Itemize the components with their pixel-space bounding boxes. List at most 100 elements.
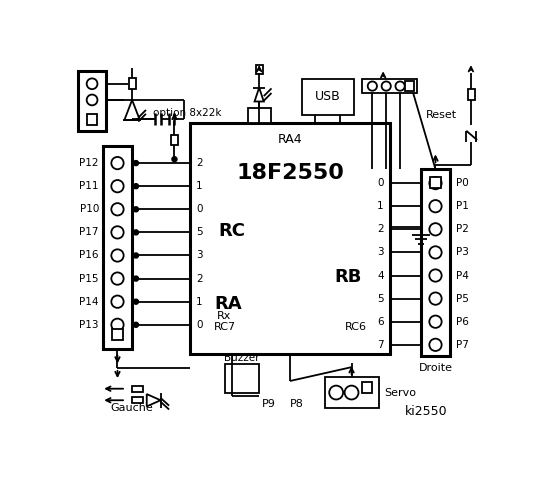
Circle shape — [429, 200, 442, 212]
Bar — [112, 329, 123, 340]
Text: Servo: Servo — [385, 387, 416, 397]
Text: 7: 7 — [377, 340, 384, 350]
Bar — [190, 123, 390, 354]
Text: RB: RB — [334, 268, 362, 286]
Circle shape — [134, 207, 138, 212]
Text: P2: P2 — [456, 224, 468, 234]
Circle shape — [429, 246, 442, 259]
Text: P3: P3 — [456, 247, 468, 257]
Text: 2: 2 — [196, 158, 202, 168]
Text: P17: P17 — [80, 228, 99, 238]
Text: P13: P13 — [80, 320, 99, 330]
Circle shape — [429, 177, 442, 189]
Text: 2: 2 — [196, 274, 202, 284]
Text: ki2550: ki2550 — [405, 405, 448, 418]
Circle shape — [329, 385, 343, 399]
Circle shape — [382, 82, 391, 91]
Circle shape — [368, 82, 377, 91]
Text: P14: P14 — [80, 297, 99, 307]
Bar — [421, 169, 450, 356]
Circle shape — [87, 95, 97, 105]
Text: 0: 0 — [377, 178, 384, 188]
Bar — [171, 134, 178, 145]
Text: P5: P5 — [456, 294, 468, 304]
Text: 5: 5 — [196, 228, 202, 238]
Circle shape — [172, 157, 177, 162]
Circle shape — [134, 253, 138, 258]
Text: 5: 5 — [377, 294, 384, 304]
Circle shape — [429, 269, 442, 282]
Circle shape — [429, 223, 442, 236]
Bar — [362, 382, 372, 393]
Text: Droite: Droite — [419, 363, 452, 373]
Circle shape — [111, 249, 124, 262]
Circle shape — [134, 323, 138, 327]
Text: P7: P7 — [456, 340, 468, 350]
Circle shape — [111, 319, 124, 331]
Text: RC7: RC7 — [213, 322, 236, 332]
Text: Gauche: Gauche — [111, 403, 154, 413]
Bar — [129, 78, 136, 89]
Text: 0: 0 — [196, 320, 202, 330]
Bar — [87, 114, 97, 125]
Circle shape — [395, 82, 405, 91]
Circle shape — [429, 292, 442, 305]
Circle shape — [134, 161, 138, 166]
Circle shape — [429, 315, 442, 328]
Bar — [248, 108, 271, 123]
Circle shape — [429, 339, 442, 351]
Bar — [132, 385, 143, 392]
Text: 3: 3 — [196, 251, 202, 261]
Circle shape — [345, 385, 358, 399]
Text: P4: P4 — [456, 271, 468, 280]
Circle shape — [134, 184, 138, 189]
Bar — [325, 377, 378, 408]
Bar — [78, 72, 106, 131]
Text: RA: RA — [215, 295, 242, 313]
Text: RA4: RA4 — [278, 133, 302, 146]
Text: P1: P1 — [456, 201, 468, 211]
Bar — [256, 64, 263, 74]
Bar — [225, 364, 259, 393]
Bar — [468, 89, 475, 100]
Text: P8: P8 — [290, 399, 304, 409]
Text: 1: 1 — [196, 297, 202, 307]
Circle shape — [111, 226, 124, 239]
Text: USB: USB — [315, 90, 341, 103]
Text: Reset: Reset — [426, 110, 457, 120]
Text: 6: 6 — [377, 317, 384, 327]
Bar — [301, 79, 354, 115]
Text: P6: P6 — [456, 317, 468, 327]
Text: Rx: Rx — [217, 311, 232, 321]
Text: P10: P10 — [80, 204, 99, 214]
Circle shape — [87, 78, 97, 89]
Text: 1: 1 — [196, 181, 202, 191]
Text: 0: 0 — [196, 204, 202, 214]
Text: P0: P0 — [456, 178, 468, 188]
Bar — [430, 177, 441, 188]
Circle shape — [134, 276, 138, 281]
Text: RC: RC — [218, 222, 246, 240]
Bar — [103, 146, 132, 348]
Circle shape — [111, 157, 124, 169]
Bar — [132, 397, 143, 403]
Circle shape — [134, 230, 138, 235]
Circle shape — [134, 300, 138, 304]
Text: RC6: RC6 — [345, 322, 367, 332]
Text: option 8x22k: option 8x22k — [153, 108, 221, 118]
Text: P9: P9 — [262, 399, 276, 409]
Circle shape — [111, 180, 124, 192]
Text: 1: 1 — [377, 201, 384, 211]
Text: P11: P11 — [80, 181, 99, 191]
Text: 4: 4 — [377, 271, 384, 280]
Text: 2: 2 — [377, 224, 384, 234]
Bar — [405, 82, 414, 91]
Text: P16: P16 — [80, 251, 99, 261]
Bar — [362, 79, 417, 93]
Text: Buzzer: Buzzer — [224, 353, 259, 363]
Text: 18F2550: 18F2550 — [236, 163, 344, 183]
Text: P15: P15 — [80, 274, 99, 284]
Text: P12: P12 — [80, 158, 99, 168]
Text: 3: 3 — [377, 247, 384, 257]
Circle shape — [111, 203, 124, 216]
